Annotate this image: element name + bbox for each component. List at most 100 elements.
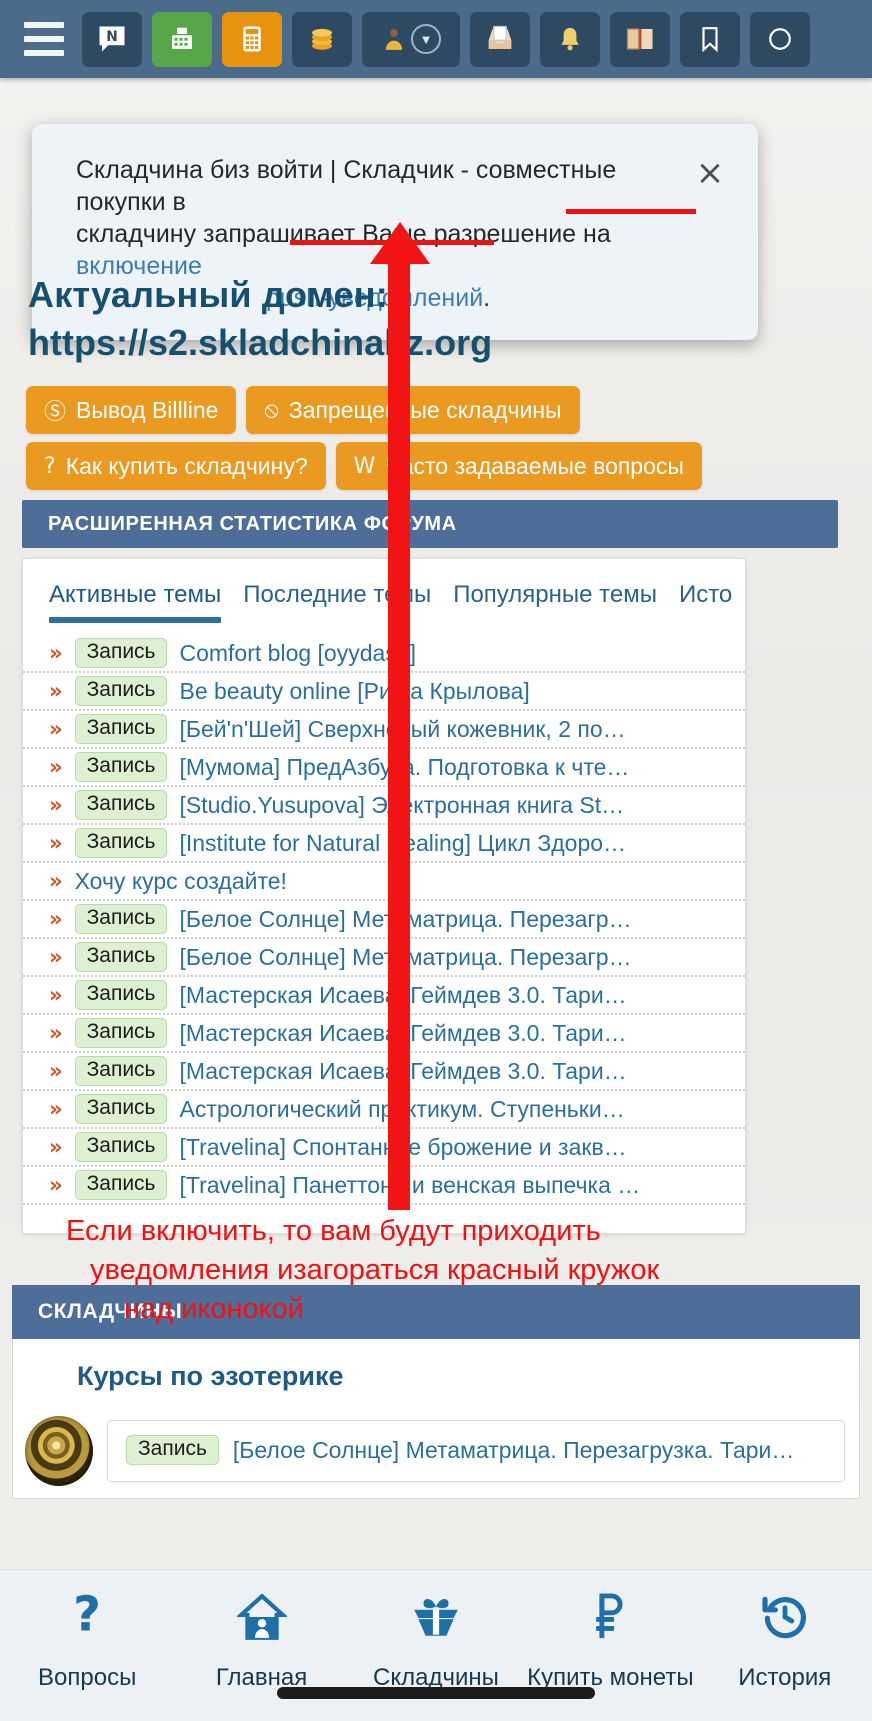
- inbox-icon: [488, 25, 512, 49]
- topic-row[interactable]: » Запись [Мастерская Исаева] Геймдев 3.0. …: [23, 977, 745, 1015]
- topic-row[interactable]: » Хочу курс создайте!: [23, 863, 745, 901]
- nav-item-home[interactable]: Главная: [177, 1586, 347, 1692]
- annotation-arrow-head: [370, 222, 430, 264]
- push-period: .: [483, 284, 491, 312]
- bell-icon-button[interactable]: [540, 11, 600, 67]
- topic-type-tag: Запись: [74, 1094, 168, 1124]
- book-icon-button[interactable]: [610, 11, 670, 67]
- topic-row[interactable]: » Запись [Мастерская Исаева] Геймдев 3.0. …: [23, 1053, 745, 1091]
- double-chevron-icon: »: [49, 983, 63, 1007]
- home-icon: [236, 1586, 287, 1648]
- withdraw-billline-button[interactable]: Ⓢ Вывод Billline: [26, 386, 237, 434]
- domain-label: Актуальный домен:: [28, 274, 388, 315]
- user-avatar-icon-button[interactable]: ▼: [362, 11, 460, 67]
- tab-label: Исто: [678, 581, 733, 608]
- topic-type-tag: Запись: [74, 1170, 168, 1200]
- esoteric-mandala-avatar: [25, 1416, 93, 1486]
- double-chevron-icon: »: [49, 869, 63, 893]
- open-box-icon: [409, 1586, 463, 1648]
- cash-register-icon: [172, 27, 192, 49]
- topic-row[interactable]: » Запись [Мумома] ПредАзбука. Подготовка к…: [23, 749, 745, 787]
- topic-row[interactable]: » Запись [Бей'n'Шей] Сверхновый кожевник, …: [23, 711, 745, 749]
- topic-type-tag: Запись: [74, 828, 168, 858]
- forbidden-skladchiny-label: Запрещенные складчины: [288, 396, 562, 423]
- coins-icon-button[interactable]: [292, 11, 352, 67]
- topic-row[interactable]: » Запись [Мастерская Исаева] Геймдев 3.0. …: [23, 1015, 745, 1053]
- eye-slash-icon: ⦸: [264, 397, 279, 423]
- double-chevron-icon: »: [49, 1173, 63, 1197]
- hamburger-menu-icon[interactable]: [16, 11, 72, 67]
- nav-item-history[interactable]: История: [700, 1586, 870, 1692]
- double-chevron-icon: »: [49, 831, 63, 855]
- topic-row[interactable]: » Запись Be beauty online [Риша Крылова]: [23, 673, 745, 711]
- topic-row[interactable]: » Запись Астрологический практикум. Ступен…: [23, 1091, 745, 1129]
- topic-row[interactable]: » Запись [Белое Солнце] Метаматрица. Перез…: [23, 939, 745, 977]
- featured-topic-title[interactable]: [Белое Солнце] Метаматрица. Перезагрузка…: [232, 1436, 795, 1463]
- topic-row[interactable]: » Запись [Белое Солнце] Метаматрица. Перез…: [23, 901, 745, 939]
- esoteric-courses-title: Курсы по эзотерике: [77, 1361, 344, 1391]
- close-icon[interactable]: ×: [695, 153, 725, 193]
- how-to-buy-button[interactable]: ? Как купить складчину?: [26, 442, 326, 490]
- topic-type-tag: Запись: [74, 714, 168, 744]
- ruble-icon: [590, 1586, 630, 1648]
- topic-row[interactable]: » Запись [Travelina] Спонтанное брожение и…: [23, 1129, 745, 1167]
- tab-3[interactable]: Исто: [679, 581, 732, 623]
- nav-label-home: Главная: [215, 1664, 308, 1691]
- topic-row[interactable]: » Запись [Travelina] Панеттоне и венская в…: [23, 1167, 745, 1205]
- skladchiny-section-body: Курсы по эзотерике Запись [Белое Солнце]…: [12, 1339, 860, 1499]
- annotation-line-2: уведомления изагораться красный кружок: [90, 1254, 660, 1287]
- nav-item-skladchiny[interactable]: Складчины: [351, 1586, 521, 1692]
- skladchiny-featured-row: Запись [Белое Солнце] Метаматрица. Перез…: [13, 1416, 859, 1486]
- topics-list: » Запись Comfort blog [oyydash] » Запись Be b…: [23, 623, 745, 1205]
- topic-title[interactable]: Comfort blog [oyydash]: [179, 639, 416, 666]
- topic-type-tag: Запись: [74, 904, 168, 934]
- tab-0[interactable]: Активные темы: [49, 581, 222, 623]
- featured-topic-card[interactable]: Запись [Белое Солнце] Метаматрица. Перез…: [107, 1420, 845, 1482]
- topic-type-tag: Запись: [74, 942, 168, 972]
- topic-row[interactable]: » Запись [Institute for Natural Healing] Ц…: [23, 825, 745, 863]
- notes-icon: N: [99, 26, 125, 52]
- tab-2[interactable]: Популярные темы: [453, 581, 657, 623]
- topic-title[interactable]: Be beauty online [Риша Крылова]: [179, 677, 530, 704]
- skladchiny-section-title: СКЛАДЧИНЫ: [38, 1300, 183, 1323]
- more-icon: [769, 28, 791, 50]
- bookmark-icon-button[interactable]: [680, 11, 740, 67]
- nav-item-questions[interactable]: ? Вопросы: [2, 1586, 172, 1692]
- book-icon: [626, 28, 653, 50]
- annotation-text: Если включить, то вам будут приходить ув…: [66, 1212, 766, 1329]
- push-enable-link-part1[interactable]: включение: [76, 252, 202, 280]
- history-clock-icon: [761, 1586, 809, 1648]
- domain-url[interactable]: https://s2.skladchinabz.org: [28, 322, 493, 364]
- topic-row[interactable]: » Запись Comfort blog [oyydash]: [23, 635, 745, 673]
- question-icon: ?: [44, 453, 56, 479]
- topic-row[interactable]: » Запись [Studio.Yusupova] Электронная кни…: [23, 787, 745, 825]
- push-enable-link-part2[interactable]: push-уведомлений: [265, 284, 484, 312]
- nav-item-buy-coins[interactable]: Купить монеты: [525, 1586, 695, 1692]
- calculator-icon: [243, 26, 261, 52]
- calculator-icon-button[interactable]: [222, 11, 282, 67]
- withdraw-billline-label: Вывод Billline: [76, 396, 219, 423]
- notes-icon-button[interactable]: N: [82, 11, 142, 67]
- chevron-down-icon[interactable]: ▼: [411, 24, 441, 54]
- double-chevron-icon: »: [49, 641, 63, 665]
- annotation-line-3: над иконокой: [124, 1293, 304, 1326]
- coins-icon: [312, 28, 332, 50]
- hamburger-bar: [24, 50, 64, 56]
- double-chevron-icon: »: [49, 945, 63, 969]
- topic-title[interactable]: Хочу курс создайте!: [74, 867, 287, 894]
- push-line-3: push-уведомлений.: [76, 282, 680, 314]
- cash-register-icon-button[interactable]: [152, 11, 212, 67]
- forbidden-skladchiny-button[interactable]: ⦸ Запрещенные складчины: [246, 386, 580, 434]
- faq-label: Часто задаваемые вопросы: [385, 452, 684, 479]
- quick-links-row-2: ? Как купить складчину? W Часто задаваем…: [26, 442, 846, 490]
- quick-links-group: Ⓢ Вывод Billline ⦸ Запрещенные складчины…: [26, 386, 846, 498]
- topic-type-tag: Запись: [74, 980, 168, 1010]
- nav-label-questions: Вопросы: [38, 1664, 137, 1691]
- inbox-icon-button[interactable]: [470, 11, 530, 67]
- more-icon-button[interactable]: [750, 11, 810, 67]
- quick-links-row-1: Ⓢ Вывод Billline ⦸ Запрещенные складчины: [26, 386, 846, 434]
- tab-label: Активные темы: [49, 581, 222, 608]
- topic-type-tag: Запись: [74, 1018, 168, 1048]
- tab-label: Популярные темы: [453, 581, 657, 608]
- double-chevron-icon: »: [49, 1135, 63, 1159]
